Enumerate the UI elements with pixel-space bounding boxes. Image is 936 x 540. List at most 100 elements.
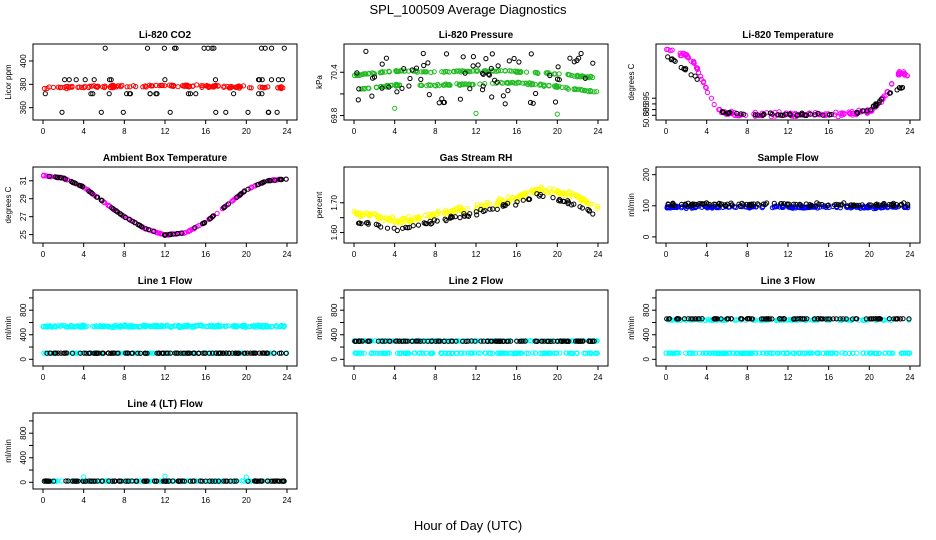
- data-point: [231, 91, 237, 97]
- data-point: [401, 66, 407, 72]
- chart-panel: Line 2 Flow 0 4 8 12 16 20 24 0 400 800 ml/min: [315, 276, 609, 382]
- data-point: [783, 111, 789, 117]
- data-point: [221, 478, 227, 484]
- data-point: [850, 316, 856, 322]
- data-point: [495, 200, 501, 206]
- data-point: [404, 350, 410, 356]
- data-point: [406, 83, 412, 89]
- data-point: [206, 84, 212, 91]
- data-point: [281, 478, 287, 484]
- chart-panel: Line 1 Flow 0 4 8 12 16 20 24 0 400 800 ml/min: [4, 276, 298, 382]
- data-point: [506, 58, 512, 64]
- data-point: [487, 206, 493, 212]
- data-point: [472, 338, 478, 344]
- data-point: [462, 81, 468, 87]
- data-point: [714, 316, 721, 322]
- data-point: [569, 72, 575, 79]
- x-tick-label: 8: [122, 496, 127, 505]
- data-point: [495, 63, 501, 69]
- data-point: [181, 478, 187, 484]
- data-point: [781, 201, 787, 207]
- data-point: [396, 82, 402, 89]
- data-point: [790, 350, 796, 356]
- data-point: [233, 84, 239, 90]
- data-point: [161, 45, 167, 51]
- data-point: [746, 316, 752, 322]
- x-tick-label: 12: [472, 127, 481, 136]
- x-tick-label: 16: [824, 373, 833, 382]
- data-point: [763, 316, 769, 322]
- data-point: [505, 338, 511, 344]
- data-layer: [41, 45, 287, 115]
- data-point: [108, 350, 114, 356]
- data-point: [434, 218, 440, 224]
- data-point: [516, 59, 522, 65]
- data-point: [197, 478, 203, 484]
- data-point: [269, 45, 275, 51]
- data-point: [365, 221, 371, 227]
- data-point: [787, 112, 793, 118]
- x-tick-label: 8: [122, 127, 127, 136]
- chart-panel: Ambient Box Temperature 0 4 8 12 16 20 24 25 27 29…: [4, 153, 298, 259]
- data-point: [233, 478, 239, 484]
- data-point: [398, 350, 404, 356]
- data-point: [446, 82, 452, 88]
- y-tick-label: 360: [19, 100, 28, 114]
- data-point: [279, 77, 285, 83]
- data-point: [480, 71, 486, 77]
- data-point: [541, 338, 547, 344]
- data-point: [215, 323, 222, 329]
- data-point: [579, 205, 586, 211]
- data-point: [69, 324, 75, 330]
- x-tick-label: 4: [392, 250, 397, 259]
- data-point: [406, 214, 412, 220]
- data-point: [256, 77, 262, 83]
- data-point: [61, 350, 67, 356]
- data-point: [590, 211, 596, 217]
- series-black: [46, 173, 289, 238]
- data-point: [803, 201, 809, 207]
- data-point: [871, 103, 877, 109]
- y-tick-label: 400: [19, 328, 28, 342]
- data-point: [223, 350, 229, 356]
- data-point: [801, 350, 808, 356]
- data-point: [431, 217, 437, 223]
- data-point: [443, 51, 450, 57]
- data-point: [181, 230, 187, 236]
- chart-title: Line 4 (LT) Flow: [127, 399, 203, 410]
- data-point: [441, 69, 447, 75]
- data-point: [44, 324, 50, 330]
- data-point: [791, 316, 797, 322]
- data-point: [826, 350, 832, 356]
- data-point: [433, 83, 439, 89]
- x-tick-label: 0: [664, 373, 669, 382]
- x-tick-label: 20: [553, 127, 562, 136]
- data-point: [462, 70, 468, 76]
- plot-frame: [343, 43, 609, 121]
- data-point: [407, 75, 413, 82]
- data-point: [856, 202, 862, 208]
- data-point: [102, 83, 108, 89]
- data-point: [746, 350, 752, 356]
- data-point: [81, 85, 87, 91]
- data-point: [129, 478, 135, 484]
- x-tick-label: 4: [704, 250, 709, 259]
- data-point: [814, 350, 820, 356]
- x-tick-label: 16: [201, 496, 210, 505]
- data-point: [202, 350, 208, 356]
- data-point: [403, 338, 409, 344]
- x-tick-label: 12: [161, 127, 170, 136]
- y-tick-label: 0: [642, 234, 651, 239]
- data-point: [373, 221, 379, 227]
- data-point: [769, 111, 775, 117]
- data-point: [379, 85, 385, 91]
- chart-title: Line 1 Flow: [138, 276, 193, 287]
- series-black: [356, 191, 596, 234]
- data-point: [377, 70, 383, 76]
- x-tick-label: 0: [352, 127, 357, 136]
- chart-panel: Gas Stream RH 0 4 8 12 16 20 24 1.60 1.70 percent: [315, 153, 609, 259]
- data-point: [469, 350, 475, 356]
- data-point: [136, 478, 142, 484]
- series-black: [665, 54, 906, 119]
- data-point: [669, 47, 675, 53]
